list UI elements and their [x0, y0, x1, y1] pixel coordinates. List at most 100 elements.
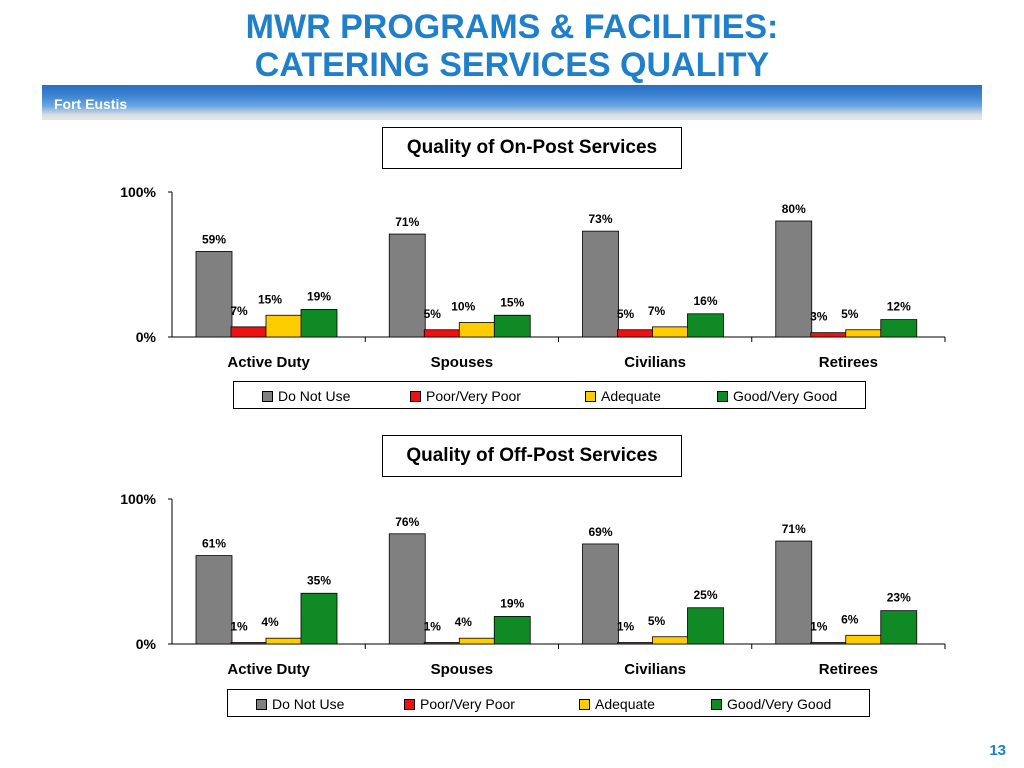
bar-do-not-use — [195, 251, 233, 338]
data-label-good-very-good: 35% — [307, 573, 331, 587]
bar-good-very-good — [687, 313, 724, 338]
legend-label: Poor/Very Poor — [420, 696, 515, 712]
bar-poor-very-poor — [230, 642, 268, 645]
chart-1-title: Quality of On-Post Services — [382, 127, 682, 169]
bar-adequate — [652, 326, 689, 338]
legend-swatch — [410, 390, 421, 402]
legend-swatch — [579, 698, 590, 710]
data-label-poor-very-poor: 1% — [617, 620, 635, 634]
legend-swatch — [404, 698, 415, 710]
slide-title-line-1: MWR PROGRAMS & FACILITIES: — [245, 8, 779, 46]
data-label-good-very-good: 19% — [500, 596, 524, 610]
data-label-good-very-good: 15% — [500, 295, 524, 309]
data-label-good-very-good: 25% — [693, 588, 717, 602]
data-label-good-very-good: 12% — [887, 300, 911, 314]
bar-adequate — [458, 637, 496, 645]
y-tick-label: 100% — [120, 491, 156, 507]
data-label-poor-very-poor: 5% — [424, 307, 442, 321]
slide-title: MWR PROGRAMS & FACILITIES: CATERING SERV… — [0, 8, 1024, 84]
y-tick-label: 0% — [136, 329, 157, 345]
data-label-do-not-use: 59% — [202, 232, 226, 246]
chart-2-title: Quality of Off-Post Services — [382, 435, 682, 477]
data-label-good-very-good: 16% — [693, 294, 717, 308]
legend-label: Adequate — [601, 388, 661, 404]
legend-swatch — [585, 390, 596, 402]
x-category-label: Civilians — [624, 354, 686, 371]
bar-adequate — [652, 636, 689, 645]
legend-label: Poor/Very Poor — [426, 388, 521, 404]
legend-item-good-very-good: Good/Very Good — [717, 388, 837, 404]
data-label-adequate: 10% — [451, 300, 475, 314]
legend-label: Good/Very Good — [727, 696, 832, 712]
legend-label: Do Not Use — [272, 696, 345, 712]
data-label-poor-very-poor: 5% — [617, 307, 635, 321]
bar-do-not-use — [388, 233, 426, 338]
bar-poor-very-poor — [810, 642, 848, 645]
data-label-adequate: 15% — [258, 292, 282, 306]
bar-do-not-use — [582, 230, 619, 338]
data-label-poor-very-poor: 1% — [810, 620, 828, 634]
y-tick-label: 100% — [120, 184, 156, 200]
banner-label: Fort Eustis — [54, 96, 128, 112]
data-label-good-very-good: 23% — [887, 591, 911, 605]
bar-poor-very-poor — [423, 329, 461, 338]
data-label-adequate: 4% — [261, 615, 279, 629]
bar-good-very-good — [300, 309, 338, 338]
bar-adequate — [265, 314, 303, 338]
data-label-do-not-use: 71% — [395, 215, 419, 229]
bar-poor-very-poor — [810, 332, 848, 338]
legend-item-good-very-good: Good/Very Good — [711, 696, 831, 712]
bar-do-not-use — [388, 533, 426, 645]
data-label-adequate: 7% — [648, 304, 666, 318]
bar-poor-very-poor — [230, 326, 268, 338]
chart-1-legend: Do Not Use Poor/Very Poor Adequate Good/Ver… — [233, 381, 866, 409]
data-label-do-not-use: 61% — [202, 537, 226, 551]
legend-item-do-not-use: Do Not Use — [262, 388, 350, 404]
bar-do-not-use — [195, 555, 233, 645]
legend-item-poor-very-poor: Poor/Very Poor — [410, 388, 521, 404]
x-category-label: Active Duty — [227, 354, 310, 371]
legend-swatch — [256, 698, 267, 710]
legend-item-adequate: Adequate — [579, 696, 655, 712]
bar-do-not-use — [775, 540, 813, 645]
bar-adequate — [458, 322, 496, 338]
legend-label: Good/Very Good — [733, 388, 838, 404]
data-label-adequate: 5% — [648, 614, 666, 628]
x-category-label: Retirees — [819, 661, 878, 678]
data-label-poor-very-poor: 1% — [424, 620, 442, 634]
x-category-label: Active Duty — [227, 661, 310, 678]
data-label-poor-very-poor: 3% — [810, 310, 828, 324]
bar-poor-very-poor — [617, 329, 654, 338]
legend-swatch — [262, 390, 273, 402]
legend-item-poor-very-poor: Poor/Very Poor — [404, 696, 515, 712]
slide-title-line-2: CATERING SERVICES QUALITY — [254, 46, 770, 84]
bar-adequate — [265, 637, 303, 645]
legend-item-adequate: Adequate — [585, 388, 661, 404]
page-number: 13 — [989, 742, 1006, 759]
legend-swatch — [717, 390, 728, 402]
x-category-label: Retirees — [819, 354, 878, 371]
y-tick-label: 0% — [136, 636, 157, 652]
bar-good-very-good — [880, 610, 918, 645]
data-label-do-not-use: 73% — [588, 212, 612, 226]
data-label-adequate: 6% — [841, 612, 859, 626]
bar-good-very-good — [687, 607, 724, 645]
bar-good-very-good — [880, 319, 918, 338]
bar-good-very-good — [493, 314, 531, 338]
bar-good-very-good — [300, 592, 338, 645]
bar-poor-very-poor — [617, 642, 654, 645]
x-category-label: Civilians — [624, 661, 686, 678]
data-label-adequate: 5% — [841, 307, 859, 321]
bar-poor-very-poor — [423, 642, 461, 645]
data-label-do-not-use: 71% — [782, 522, 806, 536]
data-label-do-not-use: 69% — [588, 525, 612, 539]
chart-2-legend: Do Not Use Poor/Very Poor Adequate Good/Ver… — [227, 689, 870, 717]
data-label-good-very-good: 19% — [307, 289, 331, 303]
bar-do-not-use — [775, 220, 813, 338]
data-label-do-not-use: 80% — [782, 202, 806, 216]
legend-label: Adequate — [595, 696, 655, 712]
legend-item-do-not-use: Do Not Use — [256, 696, 344, 712]
bar-adequate — [845, 329, 883, 338]
location-banner: Fort Eustis — [42, 85, 982, 120]
data-label-poor-very-poor: 7% — [230, 304, 248, 318]
